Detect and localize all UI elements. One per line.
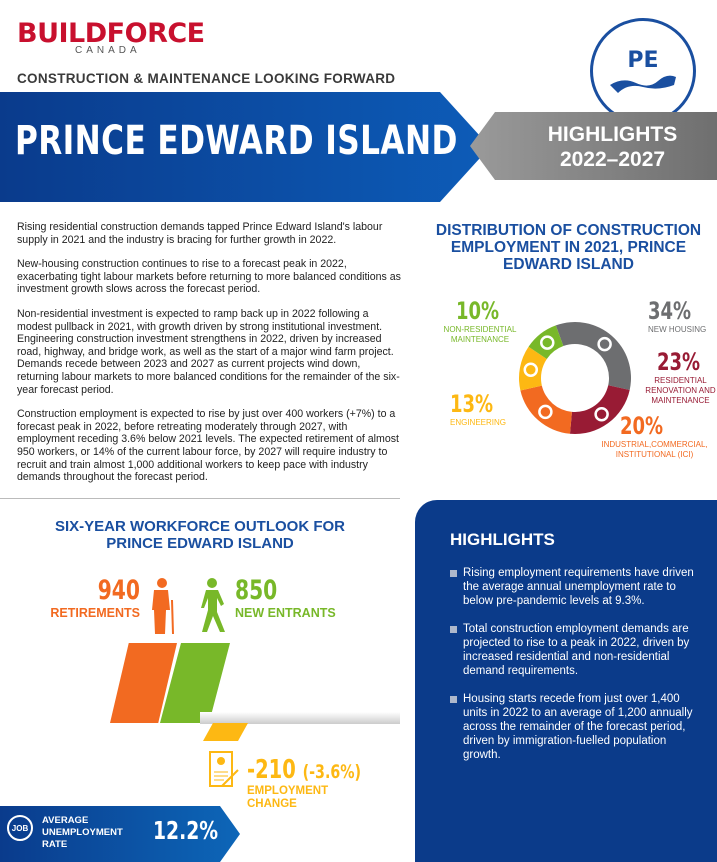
slice-value: 23% [657,348,701,376]
slice-name: RESIDENTIAL RENOVATION AND MAINTENANCE [645,376,716,405]
highlights-band [470,112,717,180]
unemployment-value: 12.2% [153,816,219,845]
retiree-icon [152,578,174,635]
pe-badge: PE [590,18,696,124]
shadow-line [200,712,400,724]
slice-label-non-residential: 10% NON-RESIDENTIAL MAINTENANCE [440,297,520,345]
page-title: PRINCE EDWARD ISLAND [15,118,458,164]
slice-value: 34% [648,297,692,325]
retirements-value: 940 [97,575,140,606]
title-banner [0,92,490,202]
slice-label-engineering: 13% ENGINEERING [450,390,507,428]
badge-text: PE [627,47,659,73]
change-value: -210 [247,755,296,785]
entrants-stat: 850 NEW ENTRANTS [235,575,336,620]
change-label: CHANGE [247,798,297,810]
job-search-icon: JOB [7,815,33,841]
workforce-title: SIX-YEAR WORKFORCE OUTLOOK FOR PRINCE ED… [0,518,400,552]
slice-marker [594,407,609,422]
highlights-heading-1: HIGHLIGHTS [547,123,678,146]
slice-marker [597,336,612,352]
entrants-value: 850 [235,575,278,606]
slice-value: 20% [620,412,664,440]
highlights-title: HIGHLIGHTS [450,530,555,549]
divider [0,498,400,499]
worker-icon [201,578,225,632]
highlight-item: Total construction employment demands ar… [450,622,705,678]
donut-slice [555,322,631,390]
change-percent: (-3.6%) [302,761,362,783]
logo-sub: CANADA [75,45,141,56]
retirements-label: RETIREMENTS [50,606,140,620]
highlights-heading-2: 2022–2027 [559,148,666,171]
subtitle: CONSTRUCTION & MAINTENANCE LOOKING FORWA… [17,71,396,86]
unemp-label-3: RATE [42,839,68,850]
unemployment-label: AVERAGE UNEMPLOYMENT RATE [42,815,123,851]
slice-marker [523,362,539,378]
paragraph: Non-residential investment is expected t… [17,307,400,396]
slice-marker [540,335,555,350]
workforce-title-2: PRINCE EDWARD ISLAND [106,535,294,552]
unemp-label-2: UNEMPLOYMENT [42,827,123,838]
donut-chart [519,322,631,434]
highlight-item: Rising employment requirements have driv… [450,566,705,608]
slice-name: NON-RESIDENTIAL MAINTENANCE [443,325,517,344]
retirements-stat: 940 RETIREMENTS [50,575,140,620]
logo-main: BUILDFORCE [17,18,205,49]
slice-value: 10% [455,297,500,325]
paragraph: Rising residential construction demands … [17,221,383,246]
slice-marker [538,404,553,420]
resume-icon [209,751,239,787]
entrants-label: NEW ENTRANTS [235,606,336,620]
slice-value: 13% [450,390,494,418]
change-bar [203,723,248,741]
slice-label-residential: 23% RESIDENTIAL RENOVATION AND MAINTENANC… [643,348,717,406]
unemp-label-1: AVERAGE [42,815,89,826]
employment-change-stat: -210 (-3.6%) EMPLOYMENT CHANGE [247,755,399,811]
highlight-item: Housing starts recede from just over 1,4… [450,692,705,762]
body-text: Rising residential construction demands … [17,221,402,496]
slice-label-new-housing: 34% NEW HOUSING [648,297,706,335]
slice-label-ici: 20% INDUSTRIAL,COMMERCIAL, INSTITUTIONAL … [592,412,717,460]
slice-name: INDUSTRIAL,COMMERCIAL, INSTITUTIONAL (IC… [601,440,708,459]
pei-map-icon [610,75,676,93]
buildforce-logo: BUILDFORCE CANADA [17,18,205,56]
unemployment-banner [0,806,240,862]
change-label: EMPLOYMENT [247,785,329,797]
slice-name: NEW HOUSING [648,325,707,334]
chart-title: DISTRIBUTION OF CONSTRUCTION EMPLOYMENT … [435,222,702,273]
highlights-box: HIGHLIGHTS Rising employment requirement… [415,500,717,862]
workforce-title-1: SIX-YEAR WORKFORCE OUTLOOK FOR [55,518,345,535]
paragraph: New-housing construction continues to ri… [17,258,401,296]
slice-name: ENGINEERING [450,418,507,427]
highlights-heading: HIGHLIGHTS 2022–2027 [520,122,705,172]
paragraph: Construction employment is expected to r… [17,408,399,484]
